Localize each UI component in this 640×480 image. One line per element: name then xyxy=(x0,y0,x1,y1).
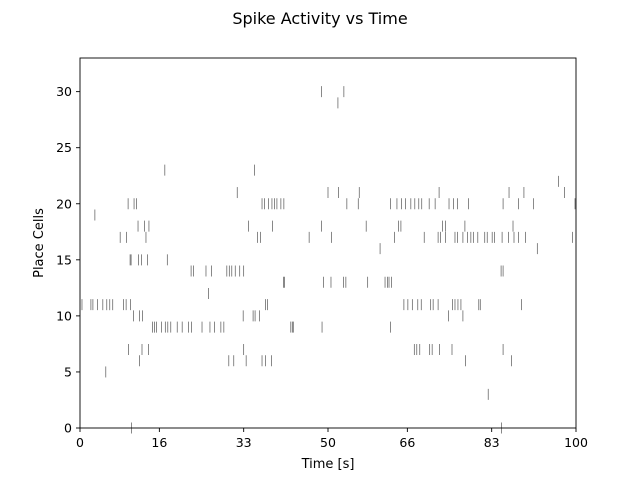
y-tick-label: 5 xyxy=(64,364,72,379)
x-tick-label: 100 xyxy=(564,435,588,450)
x-axis-label: Time [s] xyxy=(301,457,355,472)
y-tick-label: 10 xyxy=(56,308,72,323)
x-tick-label: 33 xyxy=(236,435,252,450)
y-axis-label: Place Cells xyxy=(32,208,47,278)
x-tick-label: 50 xyxy=(320,435,336,450)
plot-area-frame xyxy=(79,57,577,429)
spike-marks xyxy=(81,86,576,434)
y-tick-label: 30 xyxy=(56,84,72,99)
x-tick-label: 0 xyxy=(76,435,84,450)
y-tick-label: 25 xyxy=(56,140,72,155)
x-tick-label: 83 xyxy=(484,435,500,450)
y-tick-label: 0 xyxy=(64,421,72,436)
y-tick-label: 20 xyxy=(56,196,72,211)
y-axis-ticks: 0 5 10 15 20 25 30 xyxy=(56,84,80,436)
chart-title: Spike Activity vs Time xyxy=(232,9,407,28)
x-tick-label: 66 xyxy=(399,435,415,450)
x-tick-label: 16 xyxy=(151,435,167,450)
y-tick-label: 15 xyxy=(56,252,72,267)
x-axis-ticks: 0 16 33 50 66 83 100 xyxy=(76,428,588,450)
